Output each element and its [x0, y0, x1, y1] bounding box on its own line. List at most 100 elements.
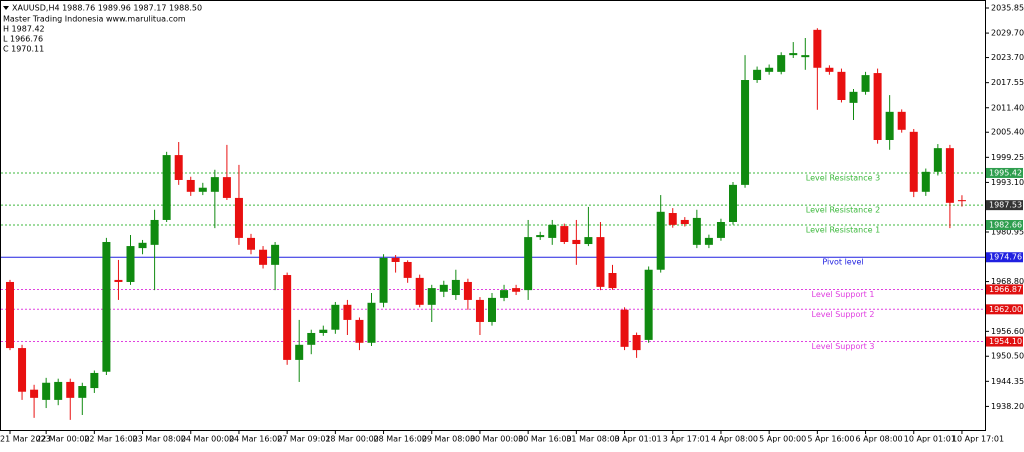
candle-body [126, 246, 135, 282]
candle-body [897, 111, 906, 130]
x-tick-label: 6 Apr 08:00 [856, 435, 903, 444]
candle-body [259, 249, 268, 265]
candle-body [30, 389, 39, 398]
level-price-box [986, 200, 1023, 211]
candle-body [849, 91, 858, 103]
x-tick-label: 30 Mar 16:00 [518, 435, 571, 444]
candle-body [704, 237, 713, 245]
candle-body [6, 281, 14, 349]
candle-body [753, 69, 762, 81]
level-price-label: 1966.87 [989, 285, 1022, 294]
candle-body [186, 179, 195, 192]
x-tick-label: 28 Mar 00:00 [325, 435, 378, 444]
y-tick-label: 2005.40 [991, 128, 1024, 137]
candle-body [488, 297, 496, 322]
y-tick-label: 1956.60 [991, 327, 1024, 336]
y-tick-label: 1999.25 [991, 153, 1024, 162]
y-tick-label: 1944.35 [991, 377, 1024, 386]
y-tick-label: 2017.55 [991, 78, 1024, 87]
candle-body [367, 302, 376, 343]
candle-body [909, 131, 918, 192]
level-name: Level Support 2 [812, 310, 875, 319]
candle-body [524, 237, 533, 291]
level-name: Pivot level [822, 258, 863, 267]
x-tick-label: 3 Apr 17:01 [663, 435, 710, 444]
candle-body [861, 75, 870, 92]
candle-body [692, 217, 701, 245]
candle-body [439, 284, 448, 292]
candle-body [957, 200, 966, 202]
candle-body [825, 67, 834, 72]
y-tick-label: 2011.40 [991, 103, 1024, 112]
menu-arrow [3, 6, 9, 10]
candle-body [656, 211, 665, 270]
x-tick-label: 5 Apr 00:00 [759, 435, 806, 444]
candle-body [608, 272, 617, 289]
x-tick-label: 27 Mar 09:01 [277, 435, 330, 444]
candle-body [813, 29, 822, 68]
y-tick-label: 1968.80 [991, 277, 1024, 286]
candle-body [391, 257, 400, 262]
candle-body [921, 171, 930, 192]
x-tick-label: 3 Apr 01:01 [615, 435, 662, 444]
y-tick-label: 2035.85 [991, 3, 1024, 12]
candle-body [548, 224, 557, 238]
candle-body [174, 155, 183, 180]
candle-body [18, 348, 27, 392]
candle-body [427, 288, 436, 305]
x-tick-label: 4 Apr 08:00 [711, 435, 758, 444]
x-tick-label: 29 Mar 08:00 [422, 435, 475, 444]
x-tick-label: 5 Apr 16:00 [807, 435, 854, 444]
candle-body [78, 386, 87, 398]
candle-body [283, 275, 292, 360]
level-price-label: 1987.53 [989, 201, 1022, 210]
candle-body [150, 219, 159, 245]
candle-body [463, 281, 472, 300]
candle-body [945, 148, 954, 203]
candle-body [90, 372, 99, 389]
x-tick-label: 22 Mar 00:00 [36, 435, 89, 444]
candle-body [475, 299, 484, 322]
level-price-label: 1982.66 [989, 221, 1022, 230]
y-tick-label: 1993.10 [991, 178, 1024, 187]
candle-body [536, 235, 545, 238]
candle-body [572, 239, 581, 245]
y-tick-label: 1980.95 [991, 227, 1024, 236]
x-tick-label: 24 Mar 00:00 [181, 435, 234, 444]
y-tick-label: 2029.70 [991, 29, 1024, 38]
level-price-box [986, 304, 1023, 315]
candle-body [584, 237, 593, 245]
x-tick-label: 23 Mar 08:00 [133, 435, 186, 444]
candle-body [319, 329, 328, 333]
chart-subtitle: Master Trading Indonesia www.marulitua.c… [3, 15, 186, 24]
candle-body [500, 290, 509, 298]
candle-body [355, 319, 364, 343]
candle-body [222, 177, 231, 198]
level-name: Level Resistance 2 [806, 206, 880, 215]
candle-body [331, 304, 340, 330]
candle-body [801, 55, 810, 58]
candle-body [66, 381, 75, 398]
candle-body [741, 80, 750, 185]
x-tick-label: 10 Apr 01:01 [904, 435, 956, 444]
level-price-box [986, 220, 1023, 231]
candle-body [42, 382, 51, 400]
level-name: Level Support 3 [812, 342, 875, 351]
y-tick-label: 2023.70 [991, 53, 1024, 62]
x-tick-label: 24 Mar 16:00 [229, 435, 282, 444]
level-name: Level Support 1 [812, 290, 875, 299]
x-tick-label: 21 Mar 2023 [0, 435, 51, 444]
candle-body [114, 279, 123, 282]
info-close: C 1970.11 [3, 45, 44, 54]
candle-body [247, 237, 255, 250]
level-price-box [986, 167, 1023, 178]
level-price-box [986, 284, 1023, 295]
candle-body [210, 177, 219, 192]
candle-body [729, 184, 737, 222]
info-high: H 1987.42 [3, 25, 45, 34]
candle-body [596, 237, 605, 287]
x-tick-label: 30 Mar 00:00 [470, 435, 523, 444]
candle-body [765, 67, 774, 72]
candle-body [885, 111, 894, 140]
